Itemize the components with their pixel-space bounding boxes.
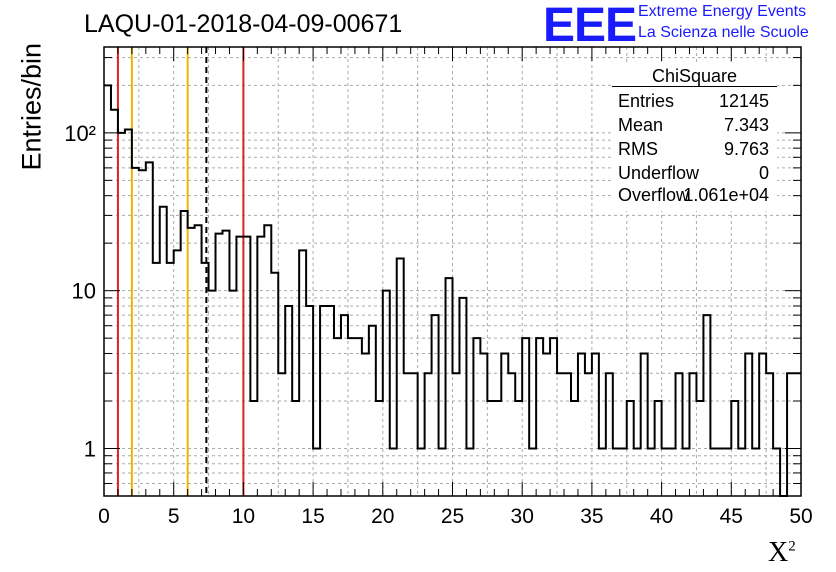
stats-row-entries: Entries 12145 xyxy=(618,91,769,113)
x-tick-label: 30 xyxy=(511,505,534,528)
stats-row-underflow: Underflow 0 xyxy=(618,163,769,185)
stats-value: 1.061e+04 xyxy=(683,185,769,205)
eee-logo: EEE xyxy=(543,0,637,52)
x-tick-label: 50 xyxy=(789,505,812,528)
stats-label: Entries xyxy=(618,91,675,111)
x-axis-label: X2 xyxy=(768,537,796,568)
x-tick-label: 40 xyxy=(650,505,673,528)
stats-row-rms: RMS 9.763 xyxy=(618,139,769,161)
axis-ticks xyxy=(103,47,802,496)
stats-value: 0 xyxy=(758,163,769,183)
x-tick-label: 15 xyxy=(301,505,324,528)
x-tick-label: 10 xyxy=(232,505,255,528)
stats-row-mean: Mean 7.343 xyxy=(618,115,769,137)
x-tick-label: 5 xyxy=(168,505,180,528)
y-tick-label: 1 xyxy=(84,436,96,461)
stats-value: 12145 xyxy=(718,91,769,111)
grid xyxy=(104,47,801,496)
logo-line-2: La Scienza nelle Scuole xyxy=(638,24,809,41)
x-tick-label: 0 xyxy=(98,505,110,528)
stats-label: RMS xyxy=(618,139,658,159)
histogram-outline xyxy=(104,84,801,497)
reference-lines xyxy=(116,47,245,496)
tick-labels: 0 5 10 15 20 25 30 35 40 45 50 1 10 10² xyxy=(64,121,812,528)
y-tick-label: 10² xyxy=(64,121,96,146)
logo-line-1: Extreme Energy Events xyxy=(638,3,807,20)
stats-value: 9.763 xyxy=(723,139,769,159)
stats-title-underline xyxy=(612,86,777,87)
stats-label: Underflow xyxy=(618,163,700,183)
x-tick-label: 20 xyxy=(371,505,394,528)
stats-title: ChiSquare xyxy=(651,66,738,86)
y-axis-label: Entries/bin xyxy=(16,42,47,171)
x-tick-label: 45 xyxy=(720,505,743,528)
stats-value: 7.343 xyxy=(723,115,769,135)
stats-label: Overflow xyxy=(618,185,690,205)
x-tick-label: 25 xyxy=(441,505,464,528)
stats-row-overflow: Overflow 1.061e+04 xyxy=(618,185,769,207)
stats-label: Mean xyxy=(618,115,664,135)
x-tick-label: 35 xyxy=(580,505,603,528)
y-tick-label: 10 xyxy=(72,279,96,304)
stats-box: ChiSquare Entries 12145 Mean 7.343 RMS 9… xyxy=(612,64,777,211)
chart-title: LAQU-01-2018-04-09-00671 xyxy=(84,10,403,38)
